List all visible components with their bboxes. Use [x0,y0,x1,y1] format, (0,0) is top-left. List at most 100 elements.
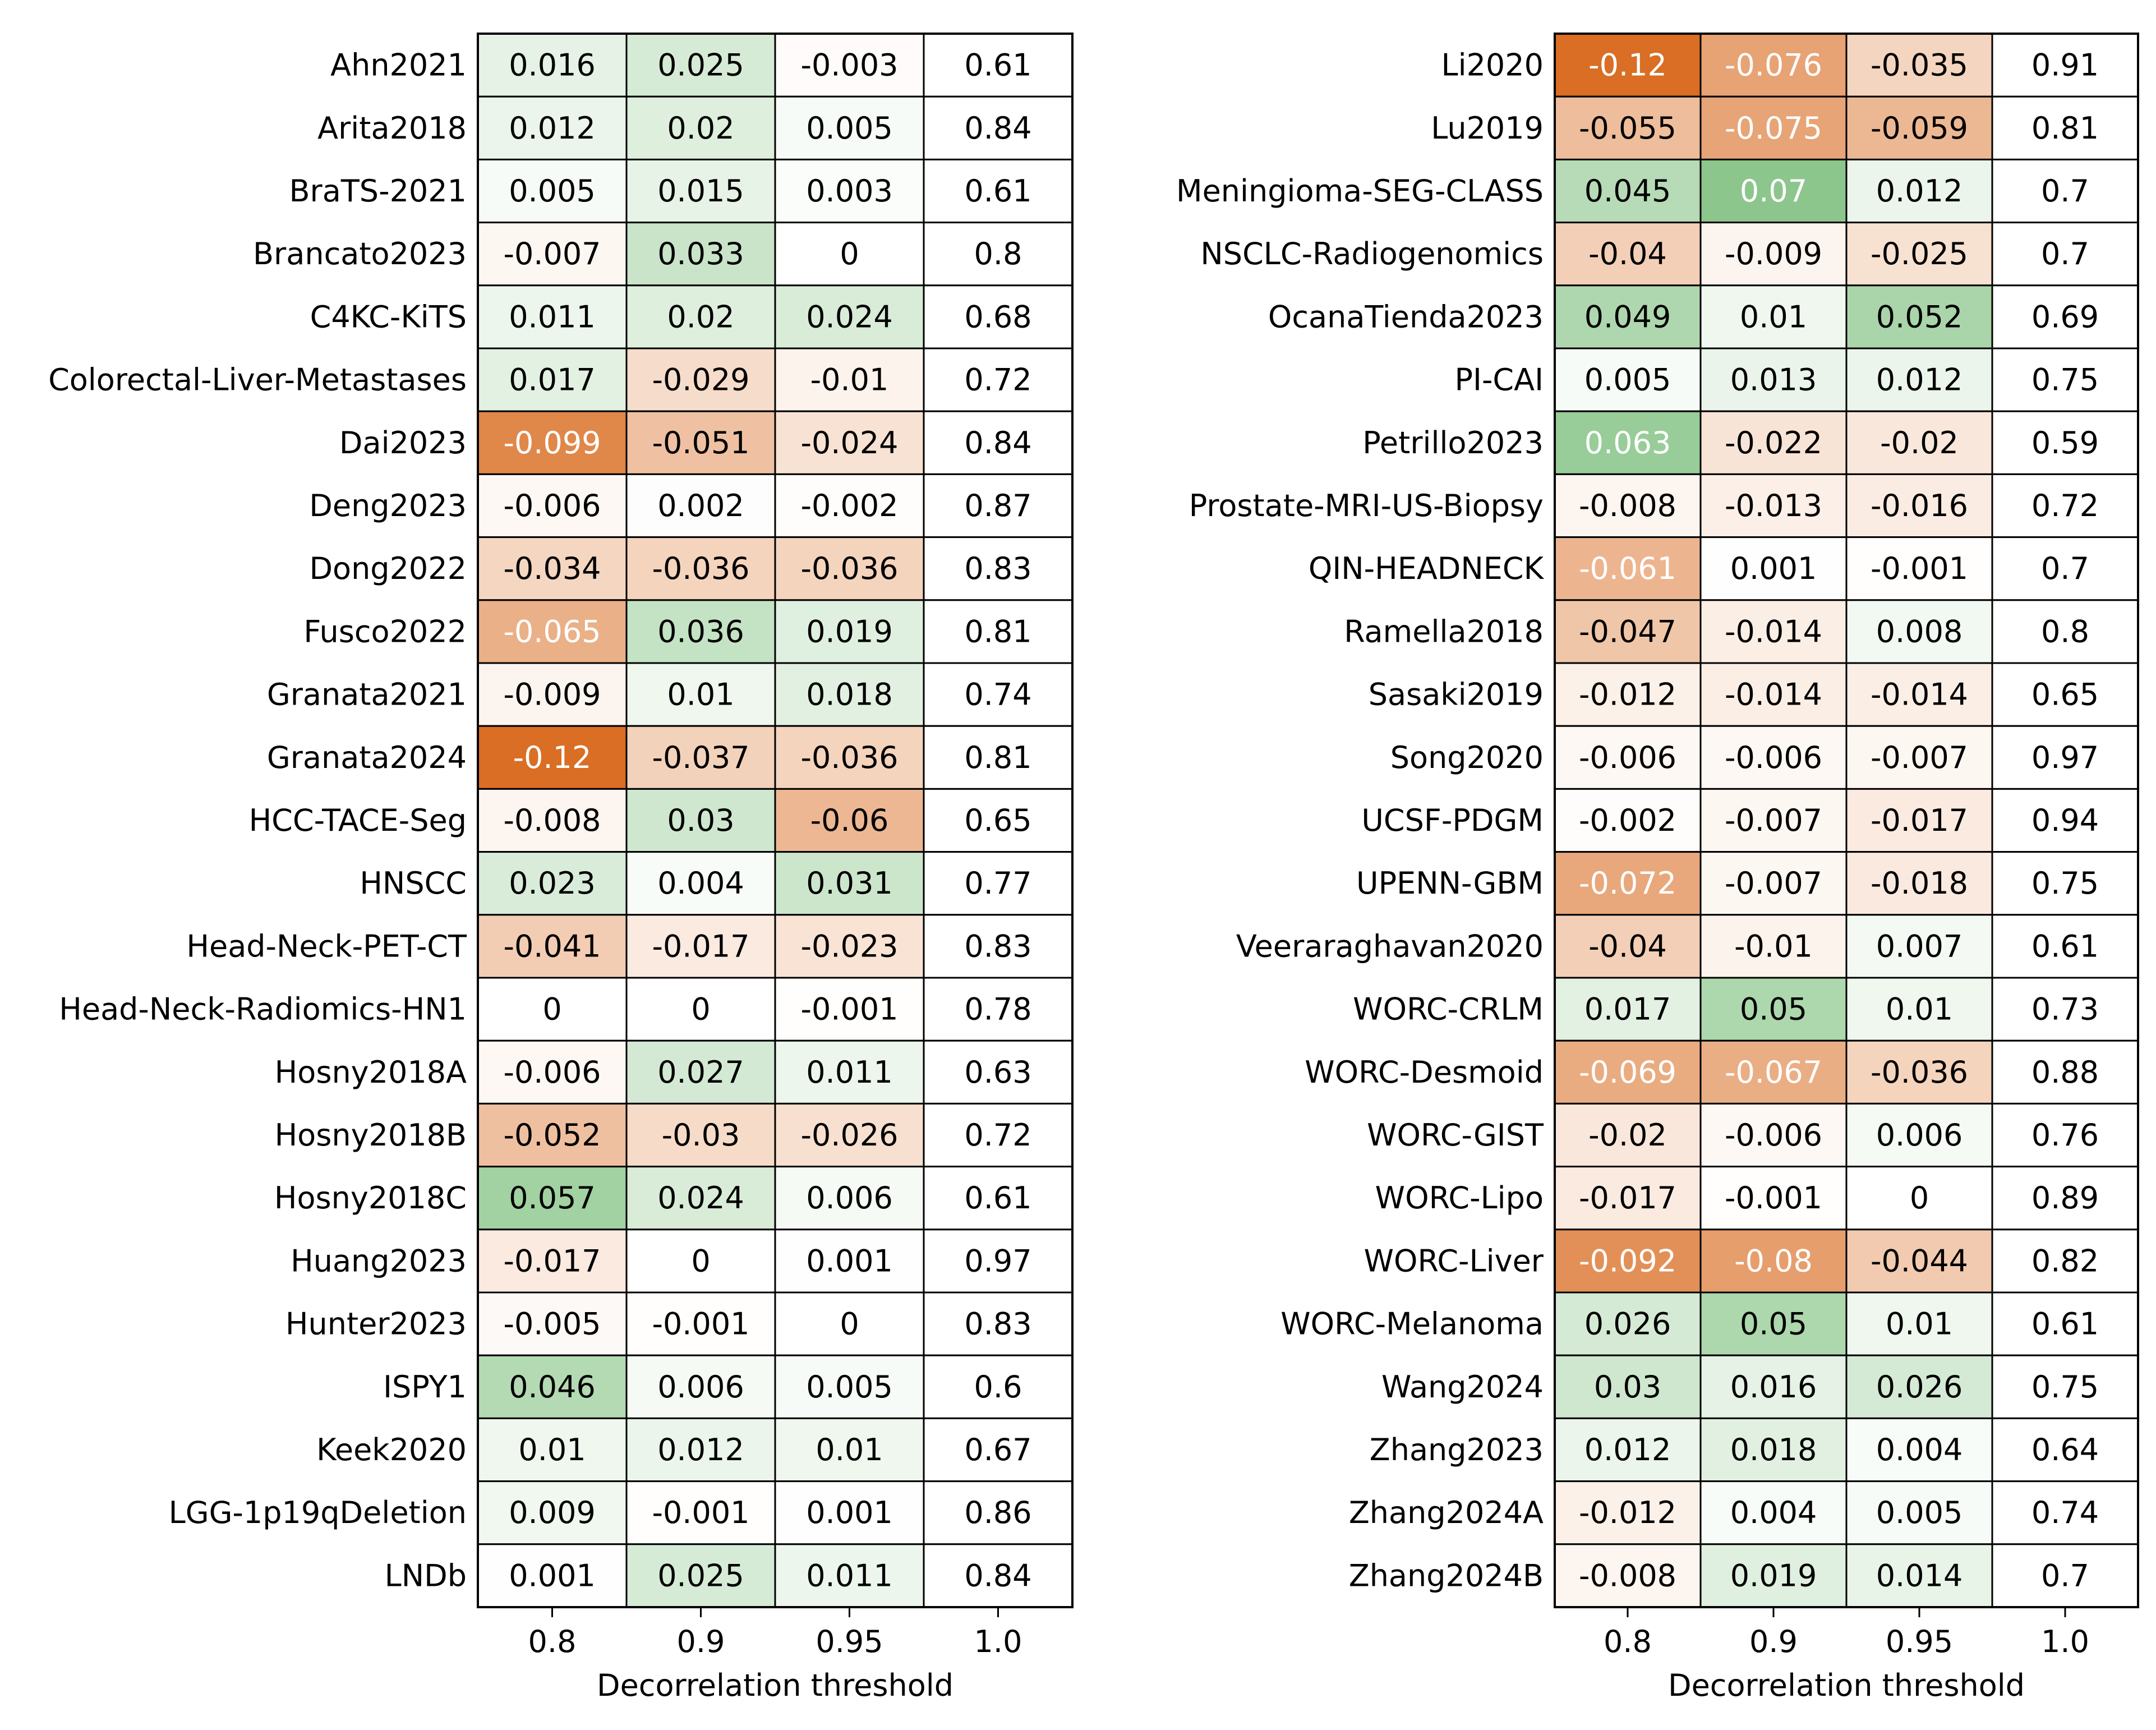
cell-value-label: -0.001 [652,1495,749,1530]
cell-value-label: -0.014 [1725,614,1822,649]
cell-value-label: 0.75 [2031,362,2099,398]
heatmap-cell [1699,158,1848,224]
cell-value-label: -0.001 [1871,551,1968,586]
row-label: Meningioma-SEG-CLASS [1176,173,1544,209]
heatmap-cell [774,1229,925,1294]
heatmap-cell [1845,1102,1993,1168]
cell-value-label: -0.023 [800,928,898,964]
heatmap-cell [477,410,628,475]
cell-value-label: 0.72 [2031,488,2099,523]
row-label: Lu2019 [1431,111,1544,146]
cell-value-label: 0.006 [1876,1117,1963,1153]
cell-value-label: 0.024 [806,299,893,334]
cell-value-label: -0.001 [1725,1180,1822,1216]
heatmap-cell [1554,599,1702,664]
cell-value-label: 0.82 [2031,1243,2099,1278]
cell-value-label: 0.72 [964,1117,1031,1153]
heatmap-cell [625,158,776,224]
heatmap-cell [923,222,1074,287]
heatmap-cell [625,1291,776,1356]
heatmap-cell [1554,851,1702,916]
heatmap-cell [1991,788,2139,853]
cell-value-label: -0.008 [1579,1558,1676,1593]
heatmap-cell [923,1166,1074,1231]
heatmap-cell [774,1166,925,1231]
cell-value-label: 0.01 [1886,1306,1953,1342]
cell-value-label: -0.022 [1725,425,1822,461]
heatmap-cell [923,1039,1074,1105]
cell-value-label: 0.008 [1876,614,1963,649]
heatmap-frame [477,33,1074,1608]
cell-value-label: 0.016 [509,48,596,83]
cell-value-label: -0.03 [662,1117,740,1153]
cell-value-label: -0.006 [1725,740,1822,775]
cell-value-label: -0.051 [652,425,749,461]
cell-value-label: 0.61 [964,48,1031,83]
heatmap-cell [774,1417,925,1483]
cell-value-label: 0.89 [2031,1180,2099,1216]
heatmap-cell [774,1543,925,1608]
cell-value-label: 0.84 [964,1558,1031,1593]
row-label: Dong2022 [309,551,467,586]
heatmap-cell [1845,95,1993,160]
cell-value-label: 0.011 [806,1558,893,1593]
heatmap-cell [774,1039,925,1105]
cell-value-label: -0.034 [503,551,601,586]
row-label: Brancato2023 [253,236,467,272]
heatmap-cell [774,410,925,475]
cell-value-label: -0.025 [1871,236,1968,272]
heatmap-cell [1554,347,1702,412]
cell-value-label: -0.002 [1579,803,1676,838]
heatmap-cell [1845,977,1993,1042]
heatmap-cell [1699,284,1848,349]
cell-value-label: 0.61 [964,173,1031,209]
cell-value-label: -0.02 [1880,425,1959,461]
heatmap-cell [1554,536,1702,601]
cell-value-label: 0.74 [2031,1495,2099,1530]
cell-value-label: -0.014 [1871,677,1968,712]
cell-value-label: -0.035 [1871,48,1968,83]
row-label: C4KC-KiTS [310,299,467,334]
heatmap-cell [923,1102,1074,1168]
cell-value-label: 0.73 [2031,992,2099,1027]
cell-value-label: -0.001 [652,1306,749,1342]
cell-value-label: 0.05 [1740,992,1807,1027]
cell-value-label: 0.61 [964,1180,1031,1216]
heatmap-cell [1991,95,2139,160]
cell-value-label: -0.041 [503,928,601,964]
heatmap-cell [1845,1354,1993,1419]
cell-value-label: 0.87 [964,488,1031,523]
row-label: LGG-1p19qDeletion [169,1495,467,1530]
heatmap-cell [1991,536,2139,601]
heatmap-cell [1845,410,1993,475]
cell-value-label: -0.017 [652,928,749,964]
cell-value-label: 0.67 [964,1432,1031,1467]
heatmap-cell [1991,1543,2139,1608]
heatmap-cell [1699,410,1848,475]
heatmap-cell [1699,725,1848,790]
heatmap-cell [1991,1291,2139,1356]
cell-value-label: 0.046 [509,1369,596,1405]
cell-value-label: 0.026 [1584,1306,1671,1342]
cell-value-label: 0.011 [509,299,596,334]
heatmap-cell [923,1480,1074,1545]
cell-value-label: 0.83 [964,928,1031,964]
cell-value-label: -0.002 [800,488,898,523]
cell-value-label: -0.006 [503,1055,601,1090]
cell-value-label: -0.009 [503,677,601,712]
cell-value-label: 0.005 [806,111,893,146]
cell-value-label: -0.04 [1588,236,1667,272]
cell-value-label: -0.047 [1579,614,1676,649]
cell-value-label: 0 [840,1306,859,1342]
cell-value-label: 0.057 [509,1180,596,1216]
cell-value-label: -0.067 [1725,1055,1822,1090]
x-tick-label: 0.8 [528,1624,577,1659]
heatmap-cell [1845,851,1993,916]
cell-value-label: 0.84 [964,425,1031,461]
x-tick-label: 0.95 [1886,1624,1953,1659]
cell-value-label: -0.044 [1871,1243,1968,1278]
heatmap-cell [1699,662,1848,727]
cell-value-label: 0.7 [2041,1558,2089,1593]
heatmap-cell [1991,662,2139,727]
heatmap-cell [1991,473,2139,539]
